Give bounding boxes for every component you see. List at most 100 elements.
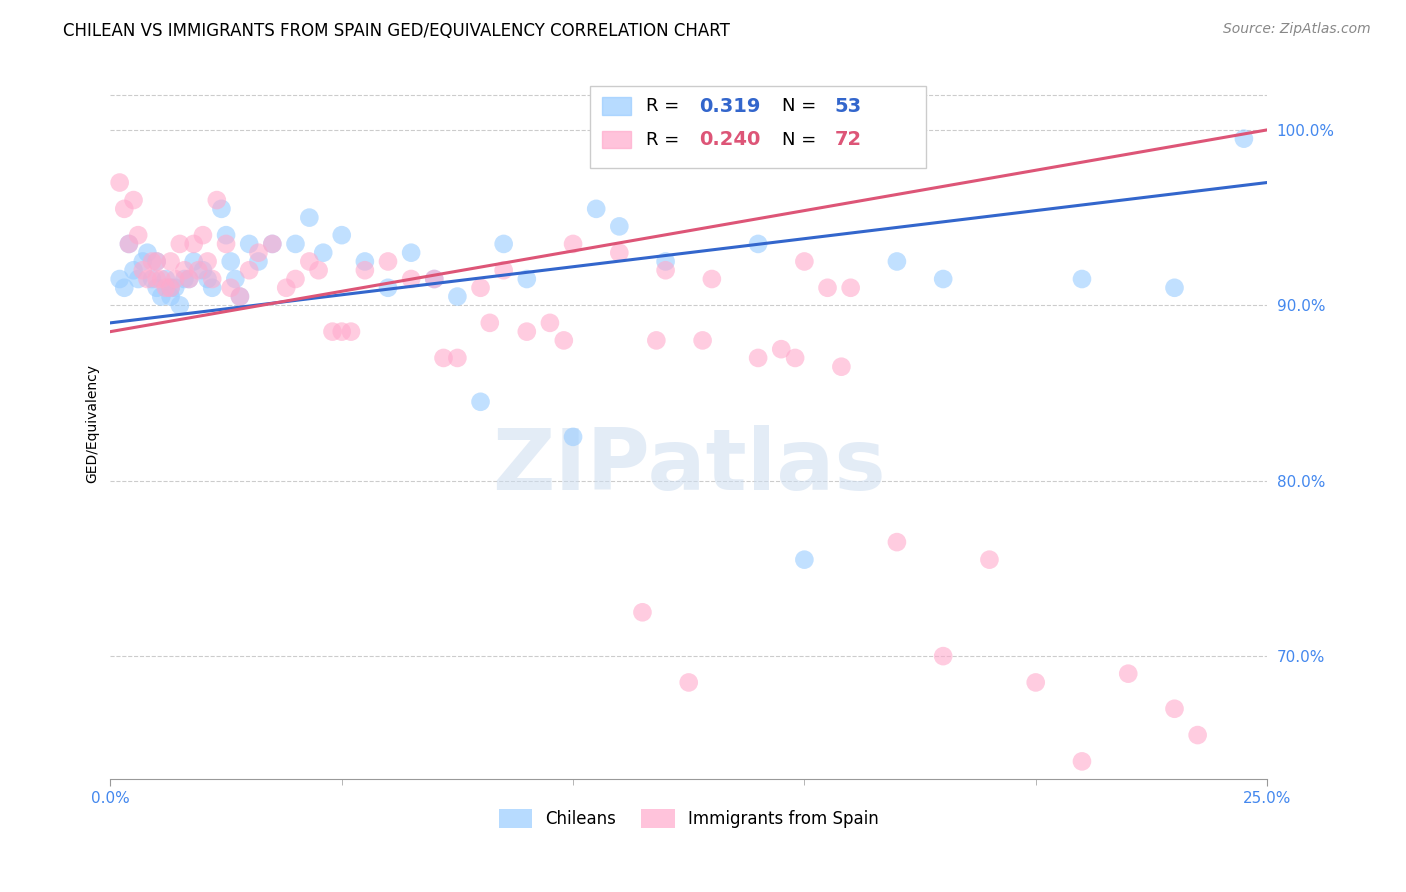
FancyBboxPatch shape [602, 131, 631, 148]
Point [219, 254, 242, 268]
Point [700, 272, 723, 286]
Text: R =: R = [645, 130, 685, 149]
Point [165, 272, 187, 286]
Point [141, 272, 163, 286]
Point [321, 325, 343, 339]
Point [1071, 272, 1094, 286]
Point [432, 351, 454, 365]
Y-axis label: GED/Equivalency: GED/Equivalency [86, 364, 100, 483]
FancyBboxPatch shape [602, 97, 631, 115]
Point [654, 263, 676, 277]
Point [155, 281, 177, 295]
Point [817, 281, 839, 295]
Point [516, 325, 538, 339]
Point [470, 394, 492, 409]
Point [516, 272, 538, 286]
Point [197, 272, 219, 286]
Point [145, 254, 167, 268]
Point [932, 272, 955, 286]
Point [377, 281, 399, 295]
Point [1163, 702, 1185, 716]
Point [562, 430, 585, 444]
Text: 0.319: 0.319 [699, 96, 761, 116]
Point [108, 272, 131, 286]
Point [354, 263, 377, 277]
Point [173, 263, 195, 277]
Point [112, 202, 135, 216]
Point [191, 263, 214, 277]
Point [678, 675, 700, 690]
Point [169, 236, 191, 251]
Point [692, 334, 714, 348]
Point [276, 281, 298, 295]
Text: N =: N = [782, 97, 823, 115]
Point [979, 552, 1001, 566]
Point [145, 272, 167, 286]
Point [136, 272, 159, 286]
Point [262, 236, 284, 251]
Point [747, 351, 769, 365]
Point [132, 263, 155, 277]
Text: Source: ZipAtlas.com: Source: ZipAtlas.com [1223, 22, 1371, 37]
Point [159, 254, 181, 268]
Point [284, 236, 307, 251]
Point [562, 236, 585, 251]
Point [839, 281, 862, 295]
Point [173, 272, 195, 286]
Text: N =: N = [782, 130, 823, 149]
Point [215, 228, 238, 243]
Point [159, 281, 181, 295]
Point [108, 176, 131, 190]
Point [187, 263, 209, 277]
Point [118, 236, 141, 251]
Point [183, 254, 205, 268]
Point [645, 334, 668, 348]
Point [399, 272, 422, 286]
Point [470, 281, 492, 295]
Point [150, 289, 173, 303]
Point [177, 272, 200, 286]
Point [238, 263, 260, 277]
Point [312, 245, 335, 260]
Point [150, 272, 173, 286]
Point [423, 272, 446, 286]
Text: 0.240: 0.240 [699, 130, 761, 149]
Point [122, 193, 145, 207]
Point [247, 245, 270, 260]
Point [1071, 755, 1094, 769]
Point [607, 245, 630, 260]
Point [247, 254, 270, 268]
Point [211, 202, 233, 216]
Point [298, 211, 321, 225]
Point [155, 272, 177, 286]
Point [793, 552, 815, 566]
Text: R =: R = [645, 97, 685, 115]
Point [399, 245, 422, 260]
Point [330, 325, 353, 339]
Point [127, 272, 149, 286]
Point [229, 289, 252, 303]
Point [631, 605, 654, 619]
Point [145, 254, 167, 268]
Point [205, 193, 228, 207]
Point [478, 316, 501, 330]
Point [607, 219, 630, 234]
Point [585, 202, 607, 216]
Point [191, 228, 214, 243]
Point [238, 236, 260, 251]
Point [201, 281, 224, 295]
Point [793, 254, 815, 268]
Point [229, 289, 252, 303]
Point [177, 272, 200, 286]
Point [197, 254, 219, 268]
Point [165, 281, 187, 295]
Point [330, 228, 353, 243]
Point [932, 649, 955, 664]
Point [298, 254, 321, 268]
Point [112, 281, 135, 295]
Text: ZIPatlas: ZIPatlas [492, 425, 886, 508]
Point [553, 334, 575, 348]
Point [141, 254, 163, 268]
Point [122, 263, 145, 277]
Point [169, 298, 191, 312]
